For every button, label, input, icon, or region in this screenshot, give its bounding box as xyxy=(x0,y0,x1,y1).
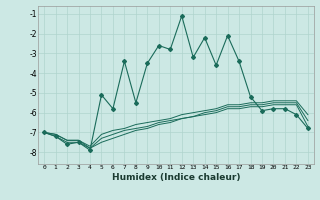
X-axis label: Humidex (Indice chaleur): Humidex (Indice chaleur) xyxy=(112,173,240,182)
